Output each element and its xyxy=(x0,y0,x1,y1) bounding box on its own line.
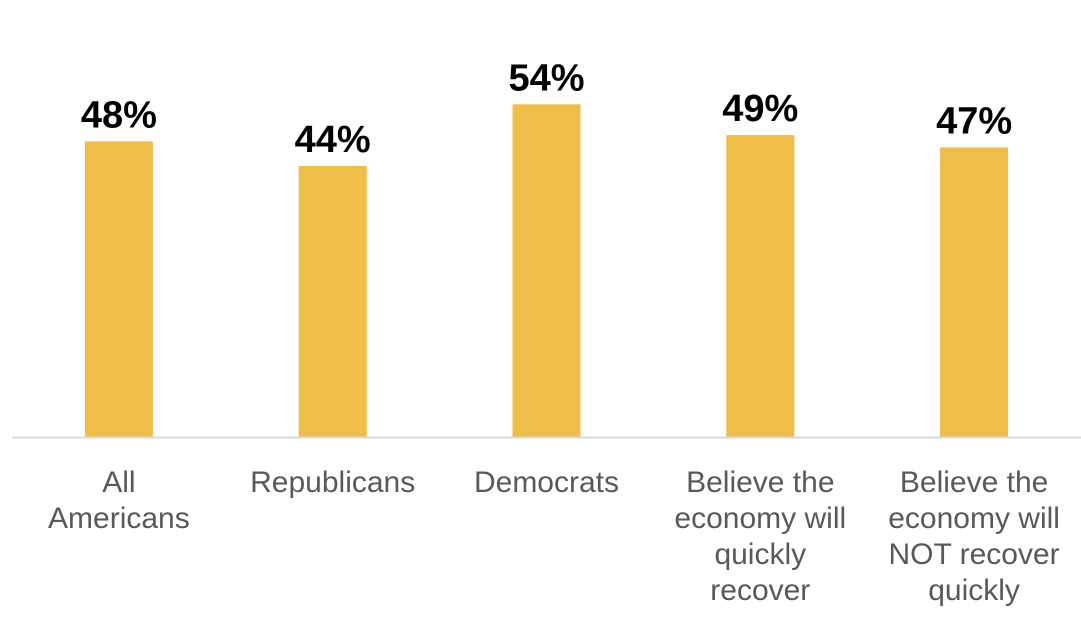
category-label-1: Republicans xyxy=(250,466,415,499)
data-label-2: 54% xyxy=(508,57,584,99)
bar-0 xyxy=(84,141,153,438)
category-label-0: All Americans xyxy=(48,466,190,535)
data-label-3: 49% xyxy=(722,88,798,130)
bar-2 xyxy=(512,104,581,438)
category-label-2-line-0: Democrats xyxy=(474,466,619,499)
bar-3 xyxy=(726,135,795,437)
category-label-3: Believe the economy will quickly recover xyxy=(674,466,846,607)
data-label-0: 48% xyxy=(81,94,157,136)
category-label-4: Believe the economy will NOT recover quickl… xyxy=(888,466,1060,607)
bars-group xyxy=(84,104,1009,438)
category-label-3-line-3: recover xyxy=(710,574,810,607)
value-labels-group: 48% 44% 54% 49% 47% xyxy=(81,57,1012,161)
category-label-0-line-0: All xyxy=(102,466,135,499)
data-label-1: 44% xyxy=(295,119,371,161)
category-label-3-line-1: economy will xyxy=(674,502,846,535)
category-label-2: Democrats xyxy=(474,466,619,499)
bar-1 xyxy=(298,165,367,437)
category-labels-group: All Americans Republicans Democrats Believe … xyxy=(48,466,1060,607)
category-label-1-line-0: Republicans xyxy=(250,466,415,499)
category-label-4-line-3: quickly xyxy=(928,574,1020,607)
category-label-4-line-2: NOT recover xyxy=(889,538,1060,571)
category-label-3-line-2: quickly xyxy=(714,538,806,571)
data-label-4: 47% xyxy=(936,100,1012,142)
category-label-4-line-1: economy will xyxy=(888,502,1060,535)
category-label-4-line-0: Believe the xyxy=(900,466,1048,499)
category-label-3-line-0: Believe the xyxy=(686,466,834,499)
bar-4 xyxy=(940,147,1009,437)
category-label-0-line-1: Americans xyxy=(48,502,190,535)
